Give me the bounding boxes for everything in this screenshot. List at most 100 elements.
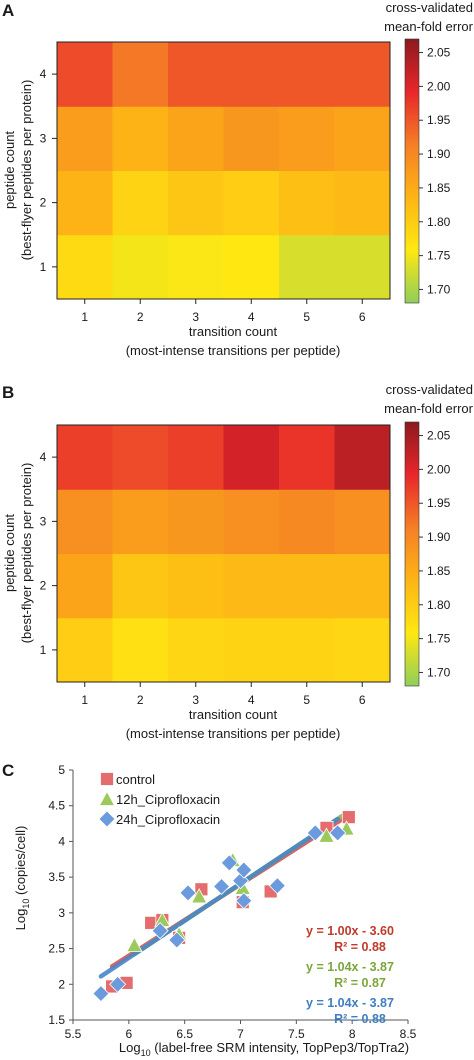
colorbar-a-tick-label: 1.90 (427, 147, 451, 161)
heatmap-b-y-tick-label: 2 (40, 579, 47, 593)
heatmap-b-cell-r1-c6 (334, 617, 391, 683)
heatmap-b-cell-r2-c3 (168, 553, 224, 619)
heatmap-a-x-tick-label: 5 (303, 310, 310, 324)
scatter-ylabel: Log10 (copies/cell) (13, 826, 31, 931)
heatmap-a-cell-r3-c6 (334, 106, 391, 171)
colorbar-a-tick-label: 1.95 (427, 113, 451, 127)
heatmap-b-x-tick-label: 2 (137, 693, 144, 707)
heatmap-a-cell-r3-c2 (112, 106, 169, 171)
heatmap-b-xlabel-sub: (most-intense transitions per peptide) (126, 726, 341, 741)
heatmap-a-cell-r1-c1 (57, 234, 113, 300)
panel-letter-c: C (2, 761, 14, 780)
heatmap-a-cell-r3-c4 (223, 106, 280, 171)
heatmap-a-cell-r2-c6 (334, 170, 391, 236)
heatmap-b-x-tick-label: 6 (359, 693, 366, 707)
heatmap-a-x-tick-label: 6 (359, 310, 366, 324)
colorbar-b-tick-label: 1.75 (427, 632, 451, 646)
heatmap-a-cell-r3-c5 (279, 106, 335, 171)
scatter-y-tick-label: 3.5 (48, 870, 65, 884)
heatmap-a-cell-r2-c5 (279, 170, 335, 236)
point-diamond (168, 931, 186, 949)
heatmap-a-x-tick-label: 1 (81, 310, 88, 324)
heatmap-a-cell-r1-c5 (279, 234, 335, 300)
colorbar-b-tick-label: 1.70 (427, 665, 451, 679)
r-squared-triangle: R² = 0.87 (334, 976, 386, 990)
scatter-x-tick-label: 8.5 (400, 1027, 417, 1041)
colorbar-b-tick-label: 1.90 (427, 530, 451, 544)
colorbar-b-title-2: mean-fold error (384, 401, 474, 416)
panel-a: A 1 2 3 4 5 6 1 2 3 4 transition count (most-int… (2, 0, 474, 358)
equation-triangle: y = 1.04x - 3.87 (306, 960, 394, 974)
heatmap-b-y-ticks: 1 2 3 4 (40, 450, 57, 657)
colorbar-b: 1.70 1.75 1.80 1.85 1.90 1.95 2.00 2.05 (404, 421, 451, 687)
point-diamond (306, 824, 324, 842)
heatmap-b-cell-r1-c4 (223, 617, 280, 683)
legend-marker-square (100, 772, 114, 786)
panel-c: C 1.5 2 2.5 3 3.5 4 4.5 5 5.5 6 6.5 7 7.5 8 8.5 contro… (2, 761, 417, 1058)
heatmap-a-cell-r1-c3 (168, 234, 224, 300)
heatmap-b-cells (57, 425, 391, 683)
equation-diamond: y = 1.04x - 3.87 (306, 996, 394, 1010)
heatmap-a-x-ticks: 1 2 3 4 5 6 (81, 299, 366, 324)
heatmap-b-x-tick-label: 1 (81, 693, 88, 707)
heatmap-a-ylabel: peptide count (2, 131, 17, 209)
heatmap-b-cell-r4-c4 (223, 425, 280, 490)
heatmap-a-y-ticks: 1 2 3 4 (40, 67, 57, 274)
colorbar-a: 1.70 1.75 1.80 1.85 1.90 1.95 2.00 2.05 (404, 38, 451, 304)
colorbar-a-title: cross-validated (386, 0, 473, 15)
r-squared-diamond: R² = 0.88 (334, 1012, 386, 1026)
colorbar-b-tick-label: 2.00 (427, 462, 451, 476)
heatmap-a-cell-r4-c3 (168, 42, 224, 107)
heatmap-b-cell-r1-c2 (112, 617, 169, 683)
heatmap-a-cell-r2-c2 (112, 170, 169, 236)
scatter-x-tick-label: 7.5 (288, 1027, 305, 1041)
heatmap-a-cell-r4-c4 (223, 42, 280, 107)
heatmap-b-cell-r2-c4 (223, 553, 280, 619)
point-triangle (126, 936, 143, 952)
heatmap-b-x-tick-label: 4 (248, 693, 255, 707)
equation-square: y = 1.00x - 3.60 (306, 924, 394, 938)
heatmap-a-y-tick-label: 2 (40, 196, 47, 210)
heatmap-a-cell-r1-c4 (223, 234, 280, 300)
point-diamond (92, 985, 110, 1003)
heatmap-a-x-tick-label: 2 (137, 310, 144, 324)
heatmap-a-cell-r2-c4 (223, 170, 280, 236)
point-triangle (191, 888, 208, 904)
colorbar-b-tick-label: 1.95 (427, 496, 451, 510)
colorbar-a-tick-label: 2.00 (427, 79, 451, 93)
scatter-y-tick-label: 3 (58, 906, 65, 920)
r-squared-square: R² = 0.88 (334, 940, 386, 954)
heatmap-b-cell-r4-c2 (112, 425, 169, 490)
scatter-xlabel: Log10 (label-free SRM intensity, TopPep3… (119, 1040, 409, 1058)
fit-line-24h-ciprofloxacin (98, 816, 340, 979)
heatmap-b-cell-r1-c3 (168, 617, 224, 683)
heatmap-a-ylabel-sub: (best-flyer peptides per protein) (19, 80, 34, 261)
scatter-x-tick-label: 8 (349, 1027, 356, 1041)
heatmap-a-frame (56, 41, 391, 300)
colorbar-b-tick-label: 1.80 (427, 598, 451, 612)
heatmap-b-y-tick-label: 4 (40, 450, 47, 464)
heatmap-b-cell-r4-c6 (334, 425, 391, 490)
heatmap-b-x-tick-label: 5 (303, 693, 310, 707)
heatmap-b-cell-r3-c1 (57, 489, 113, 554)
legend-marker-triangle (98, 790, 116, 806)
colorbar-a-tick-label: 1.85 (427, 181, 451, 195)
point-diamond (151, 922, 169, 940)
point-triangle (318, 827, 335, 843)
heatmap-a-y-tick-label: 4 (40, 67, 47, 81)
heatmap-a-y-tick-label: 1 (40, 260, 47, 274)
panel-letter-b: B (2, 383, 14, 402)
legend-marker-diamond (98, 810, 116, 828)
heatmap-a-cell-r3-c3 (168, 106, 224, 171)
scatter-points (92, 810, 356, 1003)
heatmap-b-x-tick-label: 3 (192, 693, 199, 707)
heatmap-b-y-tick-label: 1 (40, 643, 47, 657)
scatter-equations: y = 1.00x - 3.60 R² = 0.88 y = 1.04x - 3.8… (306, 924, 394, 1026)
heatmap-b-ylabel-sub: (best-flyer peptides per protein) (19, 463, 34, 644)
colorbar-a-tick-label: 1.70 (427, 282, 451, 296)
heatmap-b-cell-r2-c6 (334, 553, 391, 619)
heatmap-a-cell-r3-c1 (57, 106, 113, 171)
colorbar-a-bar (404, 38, 420, 304)
point-diamond (179, 884, 197, 902)
heatmap-a-cell-r4-c5 (279, 42, 335, 107)
